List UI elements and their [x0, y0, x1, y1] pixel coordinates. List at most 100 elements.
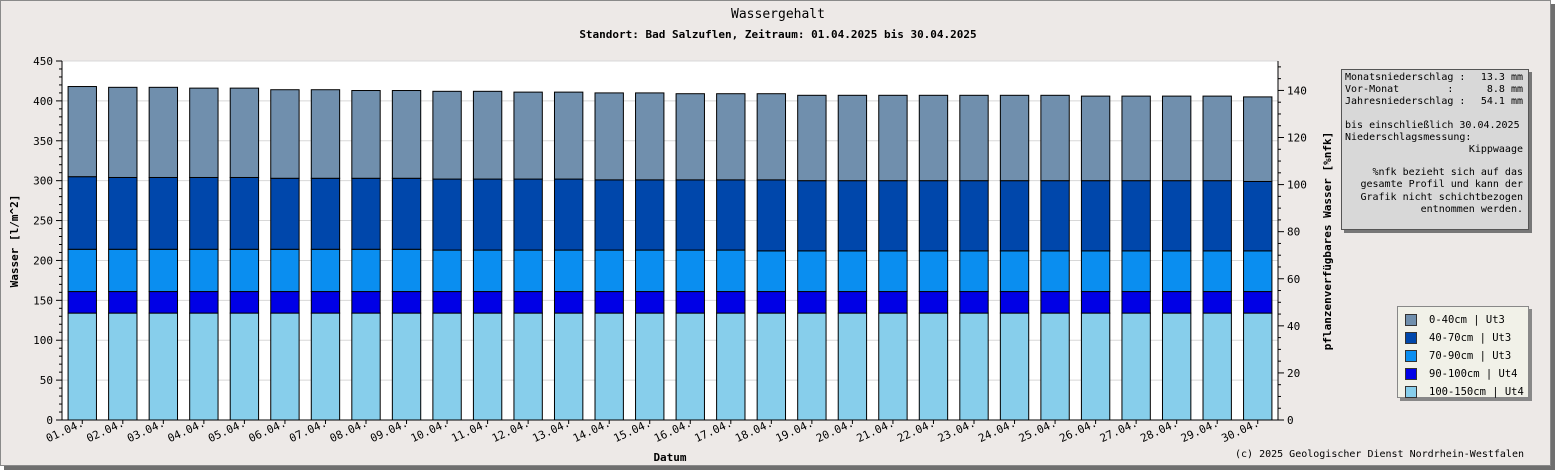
- bar-segment: [959, 180, 989, 252]
- chart-title: Wassergehalt: [731, 7, 825, 22]
- bar-segment: [148, 312, 179, 421]
- x-tick-label: 14.04.: [571, 417, 613, 446]
- bar-segment: [1243, 180, 1273, 252]
- info-label: Jahresniederschlag :: [1345, 96, 1466, 108]
- bar-segment: [513, 91, 543, 180]
- bar-segment: [391, 312, 422, 421]
- bar-segment: [594, 249, 624, 293]
- x-tick-label: 13.04.: [530, 417, 572, 446]
- info-value: 54.1 mm: [1480, 96, 1523, 108]
- bar-segment: [553, 291, 584, 314]
- bar-segment: [797, 94, 827, 182]
- bar-segment: [837, 312, 868, 421]
- bar-segment: [959, 291, 989, 314]
- legend-swatch: [1405, 386, 1417, 398]
- bar-segment: [310, 291, 341, 314]
- info-value: 8.8 mm: [1486, 84, 1523, 96]
- bar-segment: [351, 248, 381, 293]
- bar-segment: [1161, 250, 1192, 293]
- bar-segment: [1161, 180, 1192, 252]
- bar-segment: [756, 312, 787, 421]
- info-label: Monatsniederschlag :: [1345, 72, 1466, 83]
- x-tick-label: 18.04.: [733, 417, 775, 446]
- bar-segment: [675, 179, 705, 251]
- bar-segment: [391, 90, 422, 179]
- bar-segment: [999, 312, 1030, 421]
- x-tick-label: 30.04.: [1219, 417, 1261, 446]
- bar-segment: [148, 86, 179, 178]
- bar-segment: [472, 178, 503, 251]
- x-tick-label: 04.04.: [166, 417, 208, 446]
- bar-segment: [432, 90, 462, 180]
- bar-segment: [878, 180, 908, 252]
- info-row: Jahresniederschlag : 54.1 mm: [1345, 96, 1523, 108]
- x-tick-label: 11.04.: [449, 417, 491, 446]
- y2-tick-label: 20: [1287, 367, 1300, 380]
- bar-segment: [351, 177, 381, 250]
- grid-lines: [62, 60, 1278, 381]
- info-method-label: Niederschlagsmessung:: [1345, 131, 1472, 143]
- legend-item: 70-90cm | Ut3: [1405, 347, 1528, 365]
- copyright-text: (c) 2025 Geologischer Dienst Nordrhein-W…: [1235, 449, 1524, 460]
- y-tick-label: 250: [33, 215, 53, 228]
- bar-segment: [472, 90, 503, 180]
- bar-segment: [229, 87, 260, 178]
- y-tick-label: 150: [33, 294, 53, 307]
- bar-segment: [1080, 180, 1111, 252]
- bar-segment: [1202, 312, 1232, 421]
- legend-label: 100-150cm | Ut4: [1429, 386, 1524, 398]
- bar-segment: [310, 248, 341, 293]
- y2-axis-ticks: 0 20 40 60 80 100 120 140: [1278, 66, 1307, 427]
- bar-segment: [594, 291, 624, 314]
- bar-segment: [472, 249, 503, 293]
- bar-segment: [513, 178, 543, 251]
- bar-segment: [270, 312, 300, 421]
- bar-segment: [675, 93, 705, 181]
- x-tick-label: 26.04.: [1057, 417, 1099, 446]
- y-tick-label: 400: [33, 95, 53, 108]
- bar-segment: [432, 291, 462, 314]
- y2-tick-label: 40: [1287, 320, 1300, 333]
- x-axis-ticks: 01.04. 02.04. 03.04. 04.04. 05.04. 06.04. 07.0…: [44, 417, 1261, 446]
- bar-segment: [229, 312, 260, 421]
- bar-segment: [310, 177, 341, 250]
- bar-segment: [67, 291, 97, 314]
- x-tick-label: 12.04.: [490, 417, 532, 446]
- bar-segment: [635, 179, 665, 251]
- x-tick-label: 21.04.: [855, 417, 897, 446]
- x-tick-label: 17.04.: [693, 417, 735, 446]
- bar-segment: [270, 291, 300, 314]
- x-tick-label: 10.04.: [409, 417, 451, 446]
- bar-segment: [716, 249, 746, 293]
- bar-segment: [189, 291, 219, 314]
- axes: [61, 61, 1279, 421]
- x-axis-label: Datum: [653, 451, 686, 464]
- bar-segment: [108, 86, 138, 178]
- bar-segment: [797, 312, 827, 421]
- bar-segment: [1040, 312, 1070, 421]
- bar-segment: [432, 178, 462, 251]
- info-row: Monatsniederschlag : 13.3 mm: [1345, 72, 1523, 84]
- x-tick-label: 15.04.: [611, 417, 653, 446]
- bar-segment: [351, 291, 381, 314]
- bar-segment: [1121, 291, 1151, 314]
- bar-segment: [1243, 312, 1273, 421]
- info-box: Monatsniederschlag : 13.3 mm Vor-Monat : 8…: [1341, 69, 1529, 230]
- info-until: bis einschließlich 30.04.2025: [1345, 119, 1520, 131]
- x-tick-label: 27.04.: [1098, 417, 1140, 446]
- bar-segment: [270, 89, 300, 179]
- bar-segment: [797, 250, 827, 293]
- y-tick-label: 50: [40, 374, 53, 387]
- bar-segment: [1161, 95, 1192, 182]
- info-note-line: entnommen werden.: [1420, 203, 1523, 215]
- x-tick-label: 22.04.: [895, 417, 937, 446]
- bar-segment: [553, 91, 584, 180]
- y-tick-label: 300: [33, 175, 53, 188]
- bar-segment: [675, 291, 705, 314]
- bar-segment: [472, 291, 503, 314]
- y-axis-label: Wasser [l/m^2]: [8, 195, 21, 288]
- bar-segment: [594, 92, 624, 181]
- bar-segment: [432, 312, 462, 421]
- bar-segment: [716, 291, 746, 314]
